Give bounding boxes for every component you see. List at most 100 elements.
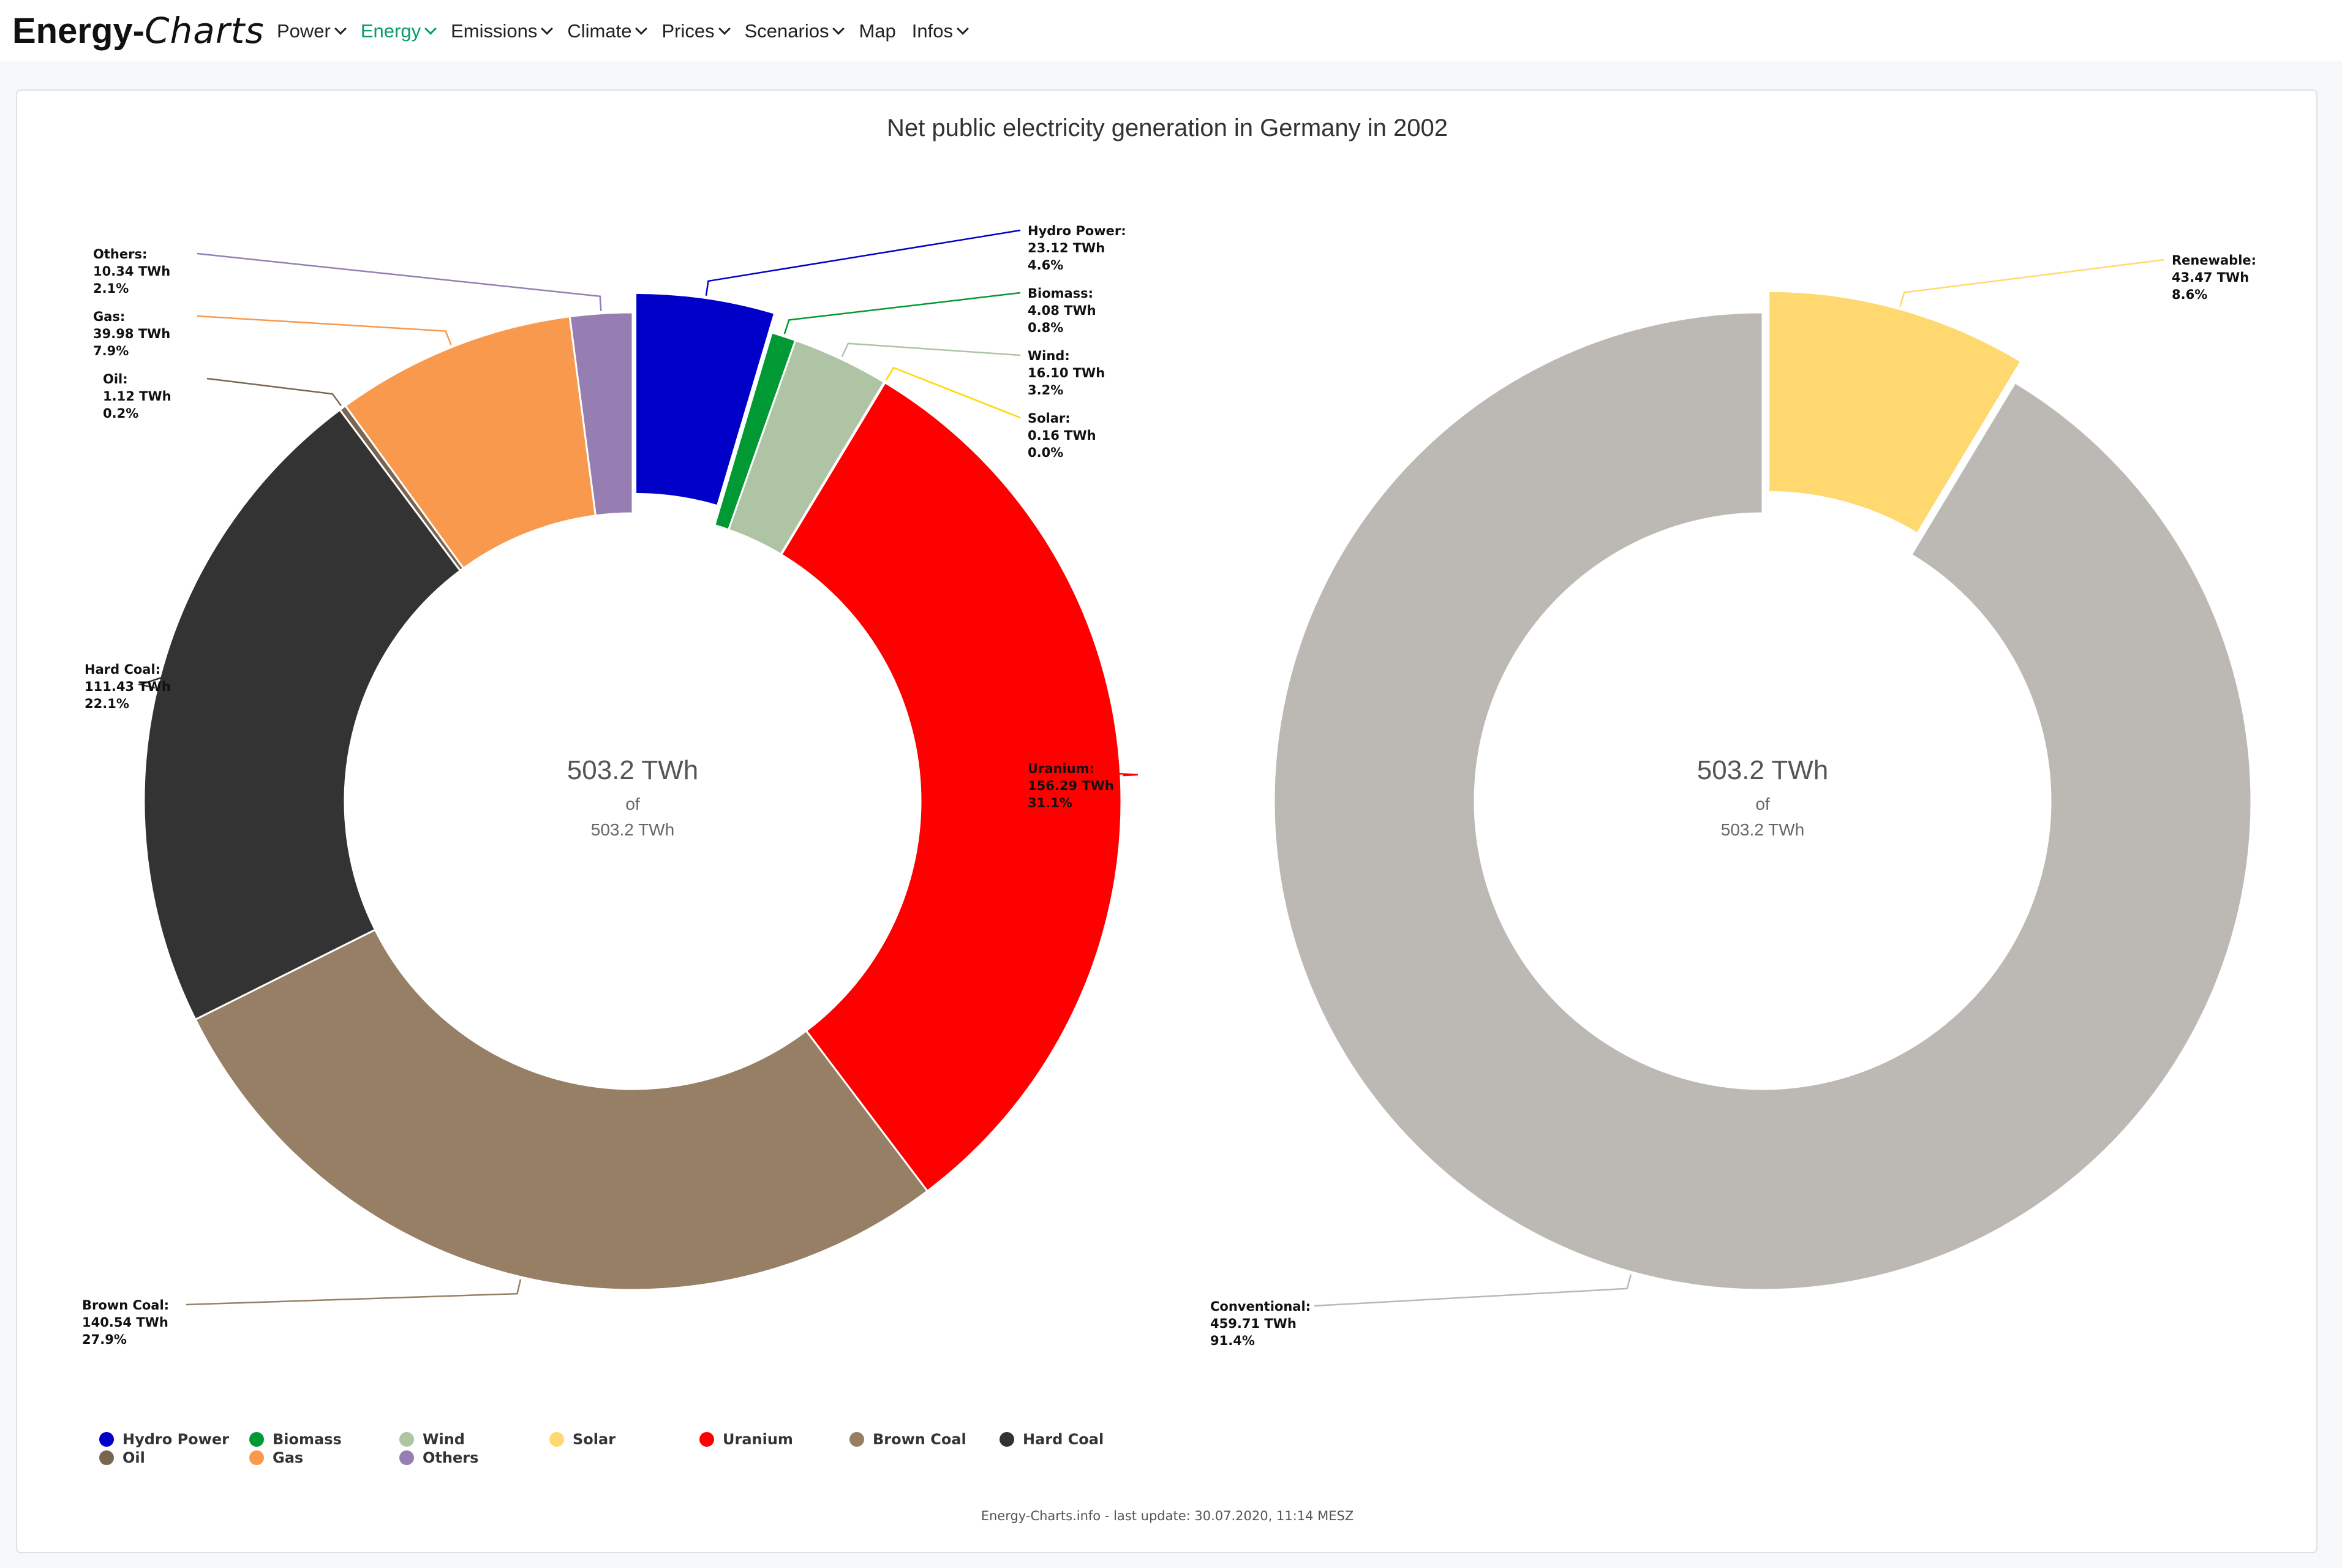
chevron-down-icon — [334, 23, 347, 35]
footer-credit[interactable]: Energy-Charts.info - last update: 30.07.… — [981, 1509, 1354, 1523]
legend-label-hard-coal: Hard Coal — [1023, 1431, 1104, 1448]
legend-marker-wind — [399, 1432, 414, 1447]
legend-label-hydro-power: Hydro Power — [122, 1431, 229, 1448]
legend-label-gas: Gas — [273, 1449, 303, 1466]
legend-item-solar[interactable]: Solar — [549, 1431, 616, 1448]
slice-uranium[interactable] — [780, 381, 1123, 1193]
legend-label-biomass: Biomass — [273, 1431, 342, 1448]
slice-hydro-power[interactable] — [634, 292, 776, 507]
nav-item-climate[interactable]: Climate — [567, 16, 648, 47]
data-label-hard-coal: Hard Coal: 111.43 TWh 22.1% — [85, 662, 171, 711]
connector-hard-coal — [137, 668, 189, 689]
legend-item-wind[interactable]: Wind — [399, 1431, 465, 1448]
legend-marker-hard-coal — [1000, 1432, 1014, 1447]
legend-label-brown-coal: Brown Coal — [873, 1431, 966, 1448]
legend-marker-gas — [249, 1450, 264, 1465]
center-value: 503.2 TWh — [567, 755, 698, 785]
slice-renewable[interactable] — [1768, 290, 2022, 535]
legend: Hydro Power Biomass Wind Solar Uranium Brown … — [99, 1431, 1104, 1466]
center-value: 503.2 TWh — [1697, 755, 1828, 785]
main-menu: Power Energy Emissions Climate Prices Scenari… — [277, 16, 983, 47]
navbar: Energy-Charts Power Energy Emissions Climat… — [0, 0, 2342, 61]
nav-item-label: Power — [277, 20, 331, 42]
chevron-down-icon — [424, 23, 437, 35]
nav-item-label: Emissions — [451, 20, 538, 42]
legend-marker-biomass — [249, 1432, 264, 1447]
nav-item-label: Infos — [911, 20, 953, 42]
chevron-down-icon — [718, 23, 731, 35]
nav-item-label: Energy — [360, 20, 421, 42]
connector-others — [197, 252, 602, 311]
data-label-others: Others: 10.34 TWh 2.1% — [93, 247, 170, 296]
data-label-conventional: Conventional: 459.71 TWh 91.4% — [1210, 1299, 1311, 1348]
legend-marker-hydro-power — [99, 1432, 114, 1447]
legend-item-others[interactable]: Others — [399, 1449, 478, 1466]
nav-item-map[interactable]: Map — [859, 16, 895, 47]
brand-part2: Charts — [144, 10, 265, 51]
data-label-hydro-power: Hydro Power: 23.12 TWh 4.6% — [1028, 224, 1126, 273]
connector-solar — [885, 366, 1021, 419]
slice-others[interactable] — [568, 311, 634, 517]
data-label-brown-coal: Brown Coal: 140.54 TWh 27.9% — [82, 1298, 169, 1347]
legend-item-hard-coal[interactable]: Hard Coal — [1000, 1431, 1104, 1448]
connector-brown-coal — [186, 1279, 522, 1306]
legend-item-oil[interactable]: Oil — [99, 1449, 145, 1466]
legend-item-uranium[interactable]: Uranium — [699, 1431, 793, 1448]
connector-wind — [841, 342, 1021, 357]
connector-uranium — [1020, 767, 1138, 777]
nav-item-label: Map — [859, 20, 896, 42]
legend-item-biomass[interactable]: Biomass — [249, 1431, 342, 1448]
legend-marker-brown-coal — [849, 1432, 864, 1447]
legend-label-others: Others — [423, 1449, 478, 1466]
nav-item-infos[interactable]: Infos — [911, 16, 969, 47]
slice-brown-coal[interactable] — [194, 928, 929, 1291]
brand-logo[interactable]: Energy-Charts — [12, 5, 265, 57]
connector-renewable — [1899, 258, 2165, 307]
legend-marker-uranium — [699, 1432, 714, 1447]
nav-item-energy[interactable]: Energy — [360, 16, 437, 47]
chart-card: Net public electricity generation in Ger… — [16, 89, 2318, 1553]
center-total: 503.2 TWh — [591, 820, 674, 839]
data-label-uranium: Uranium: 156.29 TWh 31.1% — [1028, 761, 1114, 810]
legend-label-wind: Wind — [423, 1431, 465, 1448]
chevron-down-icon — [635, 23, 648, 35]
legend-marker-solar — [549, 1432, 564, 1447]
center-total: 503.2 TWh — [1721, 820, 1804, 839]
legend-marker-others — [399, 1450, 414, 1465]
legend-label-uranium: Uranium — [723, 1431, 793, 1448]
legend-item-brown-coal[interactable]: Brown Coal — [849, 1431, 966, 1448]
chevron-down-icon — [832, 23, 845, 35]
data-label-gas: Gas: 39.98 TWh 7.9% — [93, 309, 170, 358]
chevron-down-icon — [957, 23, 969, 35]
chart-title: Net public electricity generation in Ger… — [887, 115, 1448, 141]
legend-item-hydro-power[interactable]: Hydro Power — [99, 1431, 229, 1448]
connector-gas — [197, 315, 452, 345]
center-of: of — [1755, 794, 1770, 813]
connector-oil — [206, 377, 342, 407]
nav-item-label: Scenarios — [744, 20, 829, 42]
pie-chart-generation: Hydro Power: 23.12 TWh 4.6% Biomass: 4.08 TW… — [82, 224, 1138, 1347]
nav-item-prices[interactable]: Prices — [661, 16, 731, 47]
center-of: of — [625, 794, 640, 813]
legend-label-solar: Solar — [573, 1431, 616, 1448]
nav-item-emissions[interactable]: Emissions — [451, 16, 554, 47]
connector-conventional — [1314, 1274, 1632, 1307]
data-label-renewable: Renewable: 43.47 TWh 8.6% — [2172, 253, 2256, 302]
nav-item-label: Climate — [567, 20, 632, 42]
legend-label-oil: Oil — [122, 1449, 145, 1466]
connector-biomass — [783, 292, 1021, 334]
data-label-solar: Solar: 0.16 TWh 0.0% — [1028, 411, 1096, 460]
data-label-biomass: Biomass: 4.08 TWh 0.8% — [1028, 286, 1096, 335]
legend-marker-oil — [99, 1450, 114, 1465]
nav-item-label: Prices — [661, 20, 715, 42]
chart-canvas: Net public electricity generation in Ger… — [82, 115, 2256, 1523]
slice-hard-coal[interactable] — [143, 408, 462, 1021]
slice-conventional[interactable] — [1273, 311, 2253, 1291]
nav-item-scenarios[interactable]: Scenarios — [744, 16, 845, 47]
connector-hydro-power — [705, 229, 1021, 296]
data-label-wind: Wind: 16.10 TWh 3.2% — [1028, 349, 1105, 398]
nav-item-power[interactable]: Power — [277, 16, 347, 47]
pie-chart-renewable-share: Renewable: 43.47 TWh 8.6% Conventional: 459.… — [1210, 253, 2256, 1348]
chevron-down-icon — [541, 23, 554, 35]
legend-item-gas[interactable]: Gas — [249, 1449, 303, 1466]
